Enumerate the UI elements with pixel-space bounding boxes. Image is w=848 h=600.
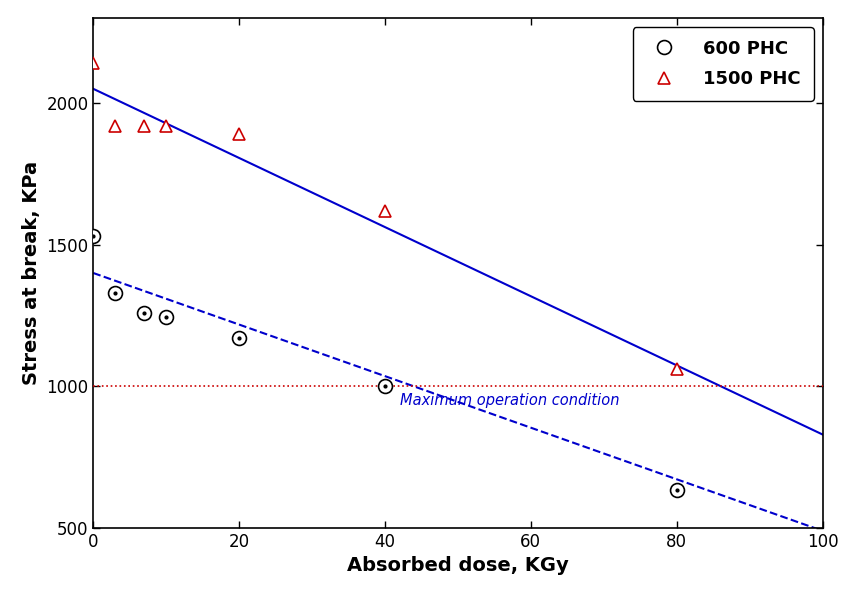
1500 PHC bbox=[110, 122, 120, 129]
1500 PHC bbox=[380, 207, 390, 214]
600 PHC bbox=[234, 335, 244, 342]
1500 PHC bbox=[234, 131, 244, 138]
X-axis label: Absorbed dose, KGy: Absorbed dose, KGy bbox=[347, 556, 569, 575]
1500 PHC bbox=[672, 366, 682, 373]
600 PHC bbox=[380, 383, 390, 390]
Legend: 600 PHC, 1500 PHC: 600 PHC, 1500 PHC bbox=[633, 27, 813, 101]
600 PHC bbox=[110, 289, 120, 296]
600 PHC bbox=[672, 486, 682, 493]
600 PHC bbox=[161, 313, 171, 320]
600 PHC bbox=[139, 309, 149, 316]
Y-axis label: Stress at break, KPa: Stress at break, KPa bbox=[22, 161, 41, 385]
1500 PHC bbox=[161, 122, 171, 129]
1500 PHC bbox=[139, 122, 149, 129]
600 PHC bbox=[88, 233, 98, 240]
Line: 600 PHC: 600 PHC bbox=[86, 229, 683, 497]
Text: Maximum operation condition: Maximum operation condition bbox=[399, 394, 619, 409]
1500 PHC bbox=[88, 60, 98, 67]
Line: 1500 PHC: 1500 PHC bbox=[87, 57, 683, 376]
